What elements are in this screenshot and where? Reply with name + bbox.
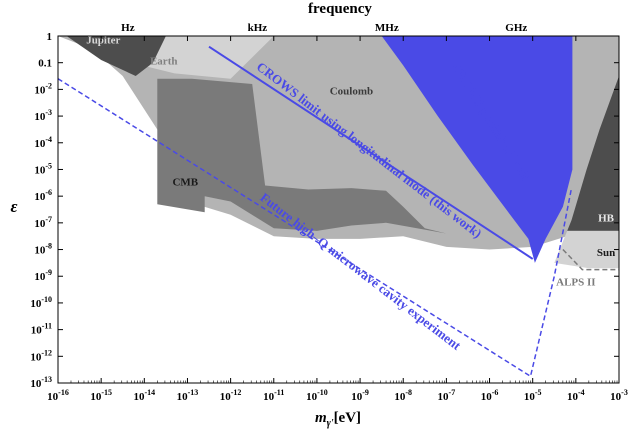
top-tick-mhz: MHz (375, 22, 399, 34)
label-jupiter: Jupiter (86, 34, 120, 46)
y-tick-label: 10-13 (30, 375, 52, 390)
y-tick-label: 10-2 (34, 81, 52, 96)
y-axis-title: ε (11, 197, 18, 216)
y-tick-label: 10-3 (34, 108, 52, 123)
x-tick-label: 10-13 (177, 388, 199, 403)
region-hb (567, 76, 619, 231)
x-tick-label: 10-15 (90, 388, 112, 403)
y-tick-label: 10-7 (34, 215, 52, 230)
top-tick-ghz: GHz (505, 22, 527, 34)
x-tick-label: 10-7 (438, 388, 456, 403)
x-tick-label: 10-10 (306, 388, 328, 403)
x-tick-label: 10-3 (610, 388, 628, 403)
top-tick-hz: Hz (121, 22, 135, 34)
label-sun: Sun (597, 247, 615, 259)
limit-lines (58, 45, 619, 378)
x-axis-title: mγ'[eV] (315, 410, 361, 429)
y-tick-label: 10-12 (30, 348, 52, 363)
y-tick-label: 10-11 (31, 322, 52, 337)
plot-frame (57, 35, 620, 384)
y-tick-label: 10-8 (34, 242, 52, 257)
y-tick-label: 0.1 (38, 58, 52, 70)
y-tick-label: 1 (47, 31, 53, 43)
y-tick-label: 10-4 (34, 135, 52, 150)
line-alps-ii (562, 248, 619, 271)
label-alps-ii: ALPS II (556, 277, 595, 289)
x-tick-label: 10-6 (481, 388, 499, 403)
region-cmb (157, 78, 447, 234)
line-future-high-q-microwave-cavity-experiment (58, 78, 573, 378)
region-sun (554, 230, 619, 269)
x-axis-tick-labels: 10-16 10-15 10-14 10-13 10-12 10-11 10-10 10-9 1… (47, 388, 628, 403)
y-tick-label: 10-6 (34, 188, 52, 203)
x-tick-label: 10-12 (220, 388, 242, 403)
label-cmb: CMB (172, 176, 198, 188)
label-coulomb: Coulomb (330, 86, 373, 98)
x-tick-label: 10-14 (133, 388, 155, 403)
top-axis-title: frequency (308, 1, 372, 17)
axis-tick-marks (57, 35, 620, 384)
x-tick-label: 10-11 (263, 388, 284, 403)
x-tick-label: 10-8 (394, 388, 412, 403)
label-earth: Earth (150, 55, 178, 67)
x-tick-label: 10-5 (524, 388, 542, 403)
x-tick-label: 10-4 (567, 388, 585, 403)
region-crows (381, 36, 573, 263)
x-tick-label: 10-9 (351, 388, 369, 403)
top-axis-ticks: Hz kHz MHz GHz (121, 22, 527, 34)
y-tick-label: 10-9 (34, 268, 52, 283)
region-jupiter (66, 36, 166, 76)
y-axis-tick-labels: 1 0.1 10-2 10-3 10-4 10-5 10-6 10-7 10-8 10-9 10-1… (30, 31, 52, 390)
region-labels: Jupiter Earth Coulomb CMB HB Sun ALPS II (86, 34, 615, 288)
x-tick-label: 10-16 (47, 388, 69, 403)
y-tick-label: 10-10 (30, 295, 52, 310)
label-hb: HB (598, 213, 615, 225)
line-crows-limit-using-longitudinal-mode-this-work (208, 45, 534, 260)
top-tick-khz: kHz (248, 22, 268, 34)
y-tick-label: 10-5 (34, 161, 52, 176)
exclusion-regions (58, 36, 619, 269)
